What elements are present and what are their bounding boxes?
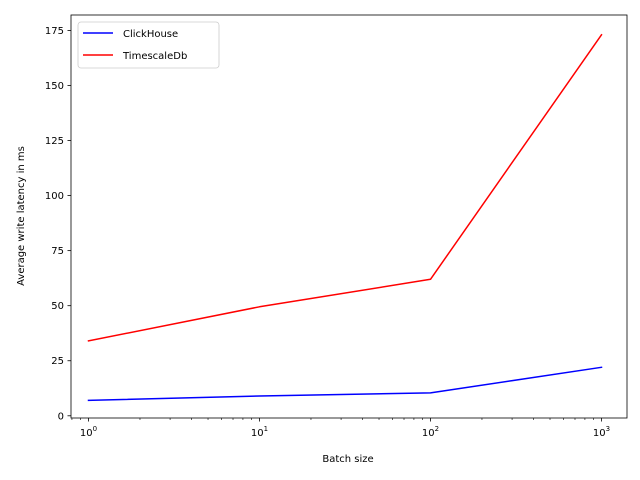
y-axis: 0 25 50 75 100 125 150 175: [45, 26, 71, 422]
legend-label-timescaledb: TimescaleDb: [122, 51, 187, 62]
y-tick-label: 125: [45, 136, 64, 147]
y-tick-label: 50: [51, 301, 64, 312]
x-tick-label: 102: [422, 425, 439, 439]
legend-label-clickhouse: ClickHouse: [123, 29, 178, 40]
y-tick-label: 0: [58, 411, 64, 422]
series-layer: [87, 33, 603, 402]
x-tick-label: 101: [251, 425, 268, 439]
x-tick-label: 100: [80, 425, 97, 439]
legend-box: [77, 21, 220, 69]
series-line-timescaledb: [87, 33, 603, 342]
y-tick-label: 100: [45, 191, 64, 202]
plot-frame: [70, 14, 628, 419]
x-axis: 100 101 102 103: [71, 418, 610, 439]
y-axis-title: Average write latency in ms: [16, 146, 27, 286]
series-line-clickhouse: [87, 366, 603, 402]
y-tick-label: 175: [45, 26, 64, 37]
y-tick-label: 25: [51, 356, 64, 367]
legend: ClickHouse TimescaleDb: [77, 21, 220, 69]
y-tick-label: 75: [51, 246, 64, 257]
x-tick-label: 103: [593, 425, 610, 439]
x-axis-title: Batch size: [322, 454, 373, 465]
y-tick-label: 150: [45, 81, 64, 92]
